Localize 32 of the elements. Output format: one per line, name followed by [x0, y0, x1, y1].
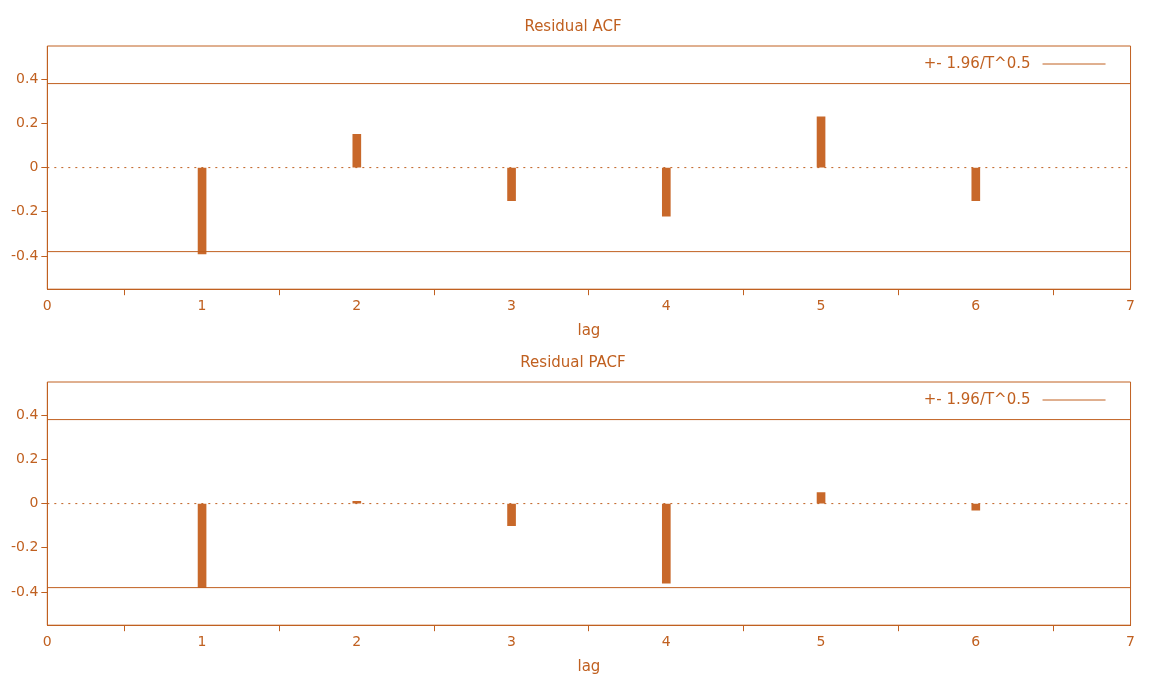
y-tick-label: -0.2	[10, 202, 39, 219]
y-tick-label: 0.2	[16, 450, 39, 467]
x-tick-label: 1	[197, 297, 207, 314]
x-tick-label: 7	[1126, 633, 1136, 650]
x-tick-label: 2	[352, 297, 362, 314]
x-tick-label: 1	[197, 633, 207, 650]
legend-label: +- 1.96/T^0.5	[923, 53, 1031, 72]
y-tick-label: -0.2	[10, 538, 39, 555]
y-tick-label: -0.4	[10, 246, 39, 263]
chart-title: Residual ACF	[524, 16, 622, 35]
x-axis-title: lag	[577, 320, 601, 339]
x-tick-label: 3	[507, 633, 517, 650]
x-tick-label: 0	[42, 633, 52, 650]
x-tick-label: 6	[971, 297, 981, 314]
y-tick-label: 0	[29, 494, 39, 511]
x-tick-label: 2	[352, 633, 362, 650]
y-tick-label: 0	[29, 158, 39, 175]
x-tick-label: 5	[816, 633, 826, 650]
y-tick-label: 0.2	[16, 114, 39, 131]
x-tick-label: 7	[1126, 297, 1136, 314]
y-tick-label: 0.4	[16, 69, 39, 86]
y-tick-label: -0.4	[10, 582, 39, 599]
x-tick-label: 5	[816, 297, 826, 314]
legend-label: +- 1.96/T^0.5	[923, 389, 1031, 408]
chart-title: Residual PACF	[520, 352, 626, 371]
y-tick-label: 0.4	[16, 405, 39, 422]
x-axis-title: lag	[577, 656, 601, 675]
x-tick-label: 4	[661, 633, 671, 650]
x-tick-label: 3	[507, 297, 517, 314]
x-tick-label: 4	[661, 297, 671, 314]
x-tick-label: 0	[42, 297, 52, 314]
x-tick-label: 6	[971, 633, 981, 650]
